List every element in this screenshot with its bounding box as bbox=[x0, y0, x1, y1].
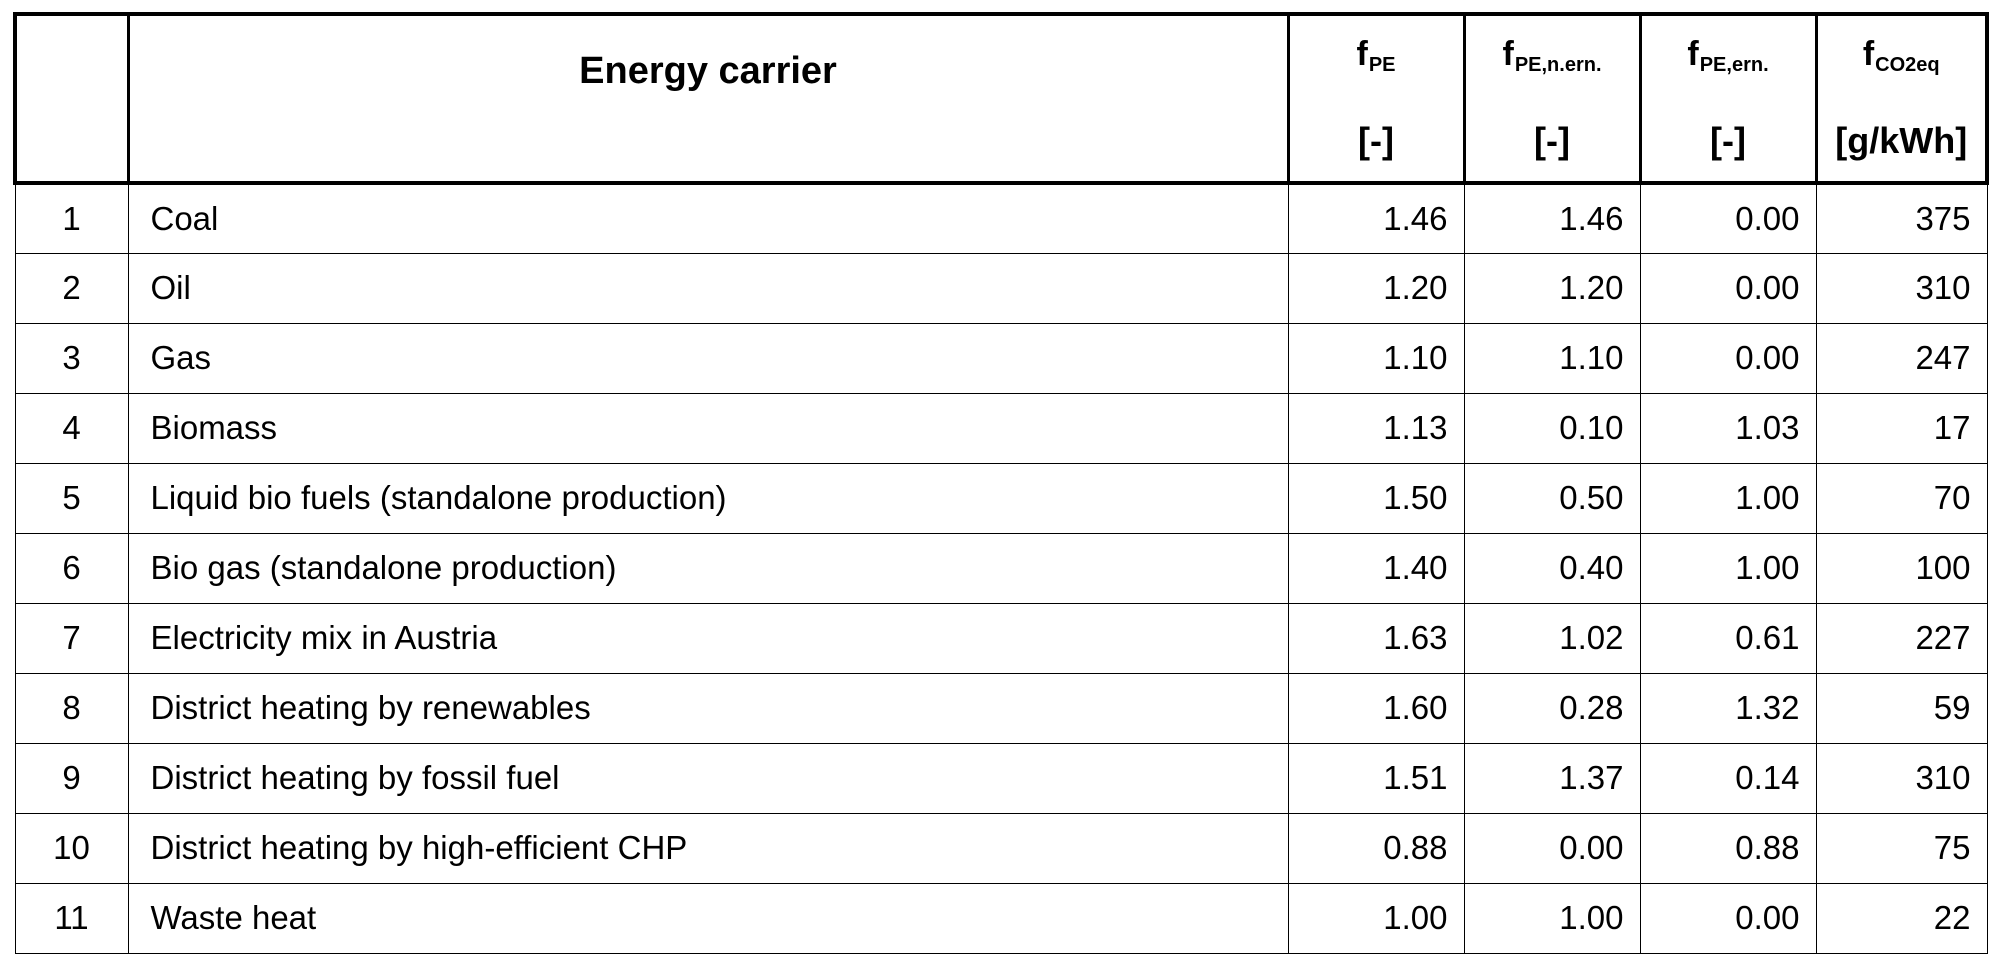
energy-carrier-name: District heating by fossil fuel bbox=[127, 742, 1289, 814]
energy-carrier-name: District heating by high-efficient CHP bbox=[127, 812, 1289, 884]
row-number: 11 bbox=[14, 882, 129, 954]
f-co2eq-value: 227 bbox=[1815, 602, 1988, 674]
f-pe-value: 1.51 bbox=[1287, 742, 1465, 814]
f-pe-value: 1.20 bbox=[1287, 252, 1465, 324]
f-pe-value: 1.60 bbox=[1287, 672, 1465, 744]
row-number: 1 bbox=[14, 182, 129, 254]
f-co2eq-value: 17 bbox=[1815, 392, 1988, 464]
energy-carrier-name: Coal bbox=[127, 182, 1289, 254]
f-pe-nern-value: 1.10 bbox=[1463, 322, 1641, 394]
f-pe-nern-value: 0.50 bbox=[1463, 462, 1641, 534]
f-pe-nern-value: 1.02 bbox=[1463, 602, 1641, 674]
header-f-pe-ern: fPE,ern. [-] bbox=[1638, 12, 1817, 185]
table-row: 6 Bio gas (standalone production) 1.40 0… bbox=[14, 532, 1988, 604]
f-pe-nern-value: 0.28 bbox=[1463, 672, 1641, 744]
header-row: Energy carrier fPE [-] fPE,n.ern. [-] fP… bbox=[13, 12, 1989, 185]
f-pe-ern-value: 0.00 bbox=[1639, 252, 1817, 324]
f-pe-value: 1.50 bbox=[1287, 462, 1465, 534]
f-co2eq-value: 375 bbox=[1815, 182, 1988, 254]
f-co2eq-value: 22 bbox=[1815, 882, 1988, 954]
header-f-pe-nern-symbol: fPE,n.ern. bbox=[1502, 34, 1602, 76]
energy-carrier-name: Oil bbox=[127, 252, 1289, 324]
f-pe-ern-value: 0.00 bbox=[1639, 882, 1817, 954]
row-number: 4 bbox=[14, 392, 129, 464]
f-pe-nern-value: 1.37 bbox=[1463, 742, 1641, 814]
table-row: 3 Gas 1.10 1.10 0.00 247 bbox=[14, 322, 1988, 394]
f-pe-value: 0.88 bbox=[1287, 812, 1465, 884]
f-co2eq-value: 75 bbox=[1815, 812, 1988, 884]
header-f-pe-ern-symbol: fPE,ern. bbox=[1687, 34, 1769, 76]
f-pe-ern-value: 1.00 bbox=[1639, 532, 1817, 604]
energy-carrier-name: Liquid bio fuels (standalone production) bbox=[127, 462, 1289, 534]
table-row: 4 Biomass 1.13 0.10 1.03 17 bbox=[14, 392, 1988, 464]
f-co2eq-value: 247 bbox=[1815, 322, 1988, 394]
row-number: 9 bbox=[14, 742, 129, 814]
table-row: 7 Electricity mix in Austria 1.63 1.02 0… bbox=[14, 602, 1988, 674]
row-number: 6 bbox=[14, 532, 129, 604]
header-f-co2eq: fCO2eq [g/kWh] bbox=[1814, 12, 1989, 185]
f-pe-value: 1.46 bbox=[1287, 182, 1465, 254]
header-f-pe-ern-unit: [-] bbox=[1710, 119, 1746, 161]
row-number: 2 bbox=[14, 252, 129, 324]
f-pe-ern-value: 0.00 bbox=[1639, 322, 1817, 394]
table-row: 5 Liquid bio fuels (standalone productio… bbox=[14, 462, 1988, 534]
f-pe-ern-value: 1.00 bbox=[1639, 462, 1817, 534]
f-co2eq-value: 310 bbox=[1815, 252, 1988, 324]
table-row: 9 District heating by fossil fuel 1.51 1… bbox=[14, 742, 1988, 814]
energy-carrier-name: District heating by renewables bbox=[127, 672, 1289, 744]
energy-carrier-name: Electricity mix in Austria bbox=[127, 602, 1289, 674]
f-pe-ern-value: 1.32 bbox=[1639, 672, 1817, 744]
table-row: 2 Oil 1.20 1.20 0.00 310 bbox=[14, 252, 1988, 324]
header-f-pe-nern-unit: [-] bbox=[1534, 119, 1570, 161]
row-number: 7 bbox=[14, 602, 129, 674]
f-pe-value: 1.40 bbox=[1287, 532, 1465, 604]
f-pe-value: 1.13 bbox=[1287, 392, 1465, 464]
energy-carrier-name: Waste heat bbox=[127, 882, 1289, 954]
table-body: 1 Coal 1.46 1.46 0.00 375 2 Oil 1.20 1.2… bbox=[14, 182, 1988, 954]
energy-carrier-name: Biomass bbox=[127, 392, 1289, 464]
f-pe-value: 1.10 bbox=[1287, 322, 1465, 394]
table-row: 10 District heating by high-efficient CH… bbox=[14, 812, 1988, 884]
header-no bbox=[13, 12, 129, 185]
f-pe-value: 1.63 bbox=[1287, 602, 1465, 674]
header-f-pe-nern: fPE,n.ern. [-] bbox=[1462, 12, 1641, 185]
energy-carrier-name: Gas bbox=[127, 322, 1289, 394]
f-pe-nern-value: 1.20 bbox=[1463, 252, 1641, 324]
f-pe-ern-value: 0.00 bbox=[1639, 182, 1817, 254]
f-pe-nern-value: 0.00 bbox=[1463, 812, 1641, 884]
header-f-pe-symbol: fPE bbox=[1356, 34, 1396, 76]
f-pe-ern-value: 0.14 bbox=[1639, 742, 1817, 814]
f-co2eq-value: 70 bbox=[1815, 462, 1988, 534]
f-co2eq-value: 100 bbox=[1815, 532, 1988, 604]
table-row: 11 Waste heat 1.00 1.00 0.00 22 bbox=[14, 882, 1988, 954]
row-number: 5 bbox=[14, 462, 129, 534]
energy-carrier-table: Energy carrier fPE [-] fPE,n.ern. [-] fP… bbox=[13, 12, 1989, 954]
f-pe-value: 1.00 bbox=[1287, 882, 1465, 954]
energy-carrier-name: Bio gas (standalone production) bbox=[127, 532, 1289, 604]
table-row: 8 District heating by renewables 1.60 0.… bbox=[14, 672, 1988, 744]
f-pe-nern-value: 0.10 bbox=[1463, 392, 1641, 464]
header-f-pe: fPE [-] bbox=[1286, 12, 1465, 185]
f-co2eq-value: 59 bbox=[1815, 672, 1988, 744]
table-header: Energy carrier fPE [-] fPE,n.ern. [-] fP… bbox=[13, 12, 1989, 185]
f-pe-nern-value: 1.00 bbox=[1463, 882, 1641, 954]
header-f-pe-unit: [-] bbox=[1358, 119, 1394, 161]
header-energy-carrier: Energy carrier bbox=[126, 12, 1289, 185]
row-number: 8 bbox=[14, 672, 129, 744]
row-number: 3 bbox=[14, 322, 129, 394]
f-pe-nern-value: 1.46 bbox=[1463, 182, 1641, 254]
f-pe-nern-value: 0.40 bbox=[1463, 532, 1641, 604]
header-f-co2eq-unit: [g/kWh] bbox=[1835, 119, 1968, 161]
table-row: 1 Coal 1.46 1.46 0.00 375 bbox=[14, 182, 1988, 254]
f-pe-ern-value: 0.88 bbox=[1639, 812, 1817, 884]
f-co2eq-value: 310 bbox=[1815, 742, 1988, 814]
f-pe-ern-value: 1.03 bbox=[1639, 392, 1817, 464]
f-pe-ern-value: 0.61 bbox=[1639, 602, 1817, 674]
header-f-co2eq-symbol: fCO2eq bbox=[1862, 34, 1940, 76]
row-number: 10 bbox=[14, 812, 129, 884]
